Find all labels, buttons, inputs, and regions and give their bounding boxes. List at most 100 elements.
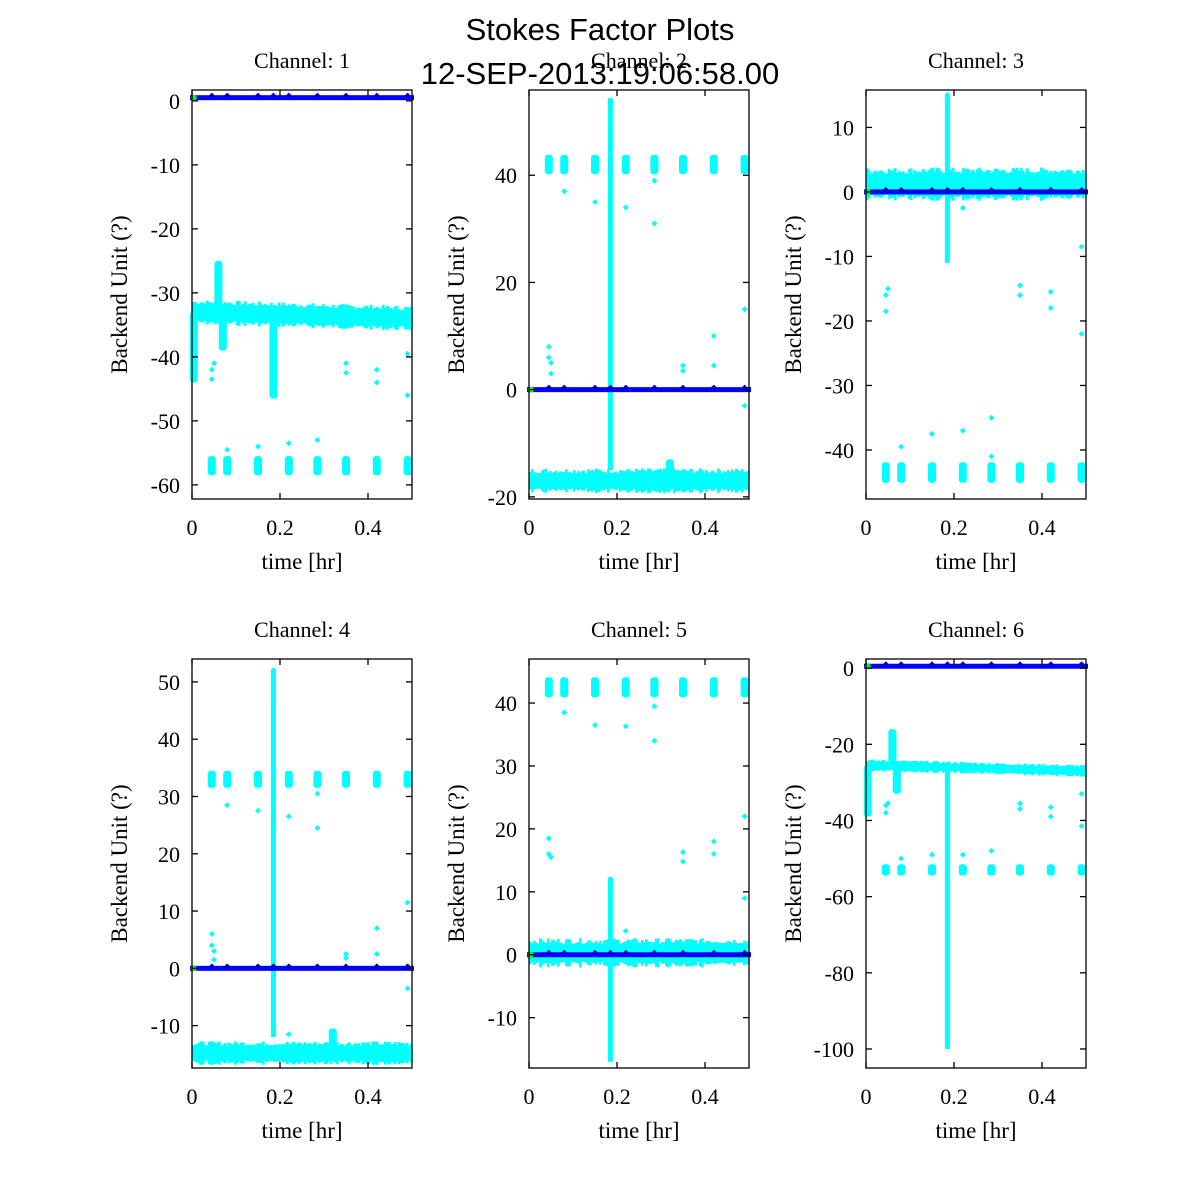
band-segment: [270, 1045, 273, 1062]
band-segment: [402, 309, 405, 327]
transient-bump: [665, 459, 674, 481]
band-segment: [617, 472, 620, 489]
band-segment: [226, 304, 229, 322]
band-segment: [673, 468, 676, 494]
band-segment: [322, 1044, 325, 1062]
secondary-series-line: [190, 95, 414, 101]
cluster: [1077, 864, 1086, 876]
y-tick-label: 40: [495, 163, 517, 188]
band-segment: [1084, 765, 1087, 777]
band-segment: [314, 306, 317, 325]
band-segment: [978, 764, 981, 773]
band-segment: [605, 472, 608, 489]
band-segment: [374, 307, 377, 327]
band-segment: [238, 1045, 241, 1062]
outlier-point: [373, 366, 380, 373]
band-segment: [747, 471, 750, 491]
outlier-point: [343, 369, 349, 376]
band-segment: [262, 305, 265, 323]
x-tick-label: 0.2: [603, 515, 631, 540]
band-segment: [1012, 167, 1015, 201]
band-segment: [1046, 765, 1049, 775]
band-segment: [300, 305, 303, 326]
band-segment: [958, 763, 961, 772]
band-segment: [378, 1044, 381, 1062]
band-segment: [248, 1045, 251, 1061]
secondary-series-point: [944, 186, 951, 193]
band-segment: [388, 1041, 391, 1065]
band-segment: [372, 309, 375, 326]
cluster: [650, 154, 659, 175]
outlier-point: [885, 800, 891, 807]
axes-frame: [528, 89, 750, 500]
band-segment: [918, 171, 921, 197]
band-segment: [994, 168, 997, 200]
transient-bump: [328, 1028, 337, 1054]
y-tick-label: 0: [169, 89, 180, 114]
outlier-point: [929, 851, 935, 858]
band-segment: [1072, 173, 1075, 196]
axes-frame: [191, 658, 413, 1069]
band-segment: [1040, 167, 1043, 201]
band-segment: [693, 472, 696, 489]
band-segment: [258, 301, 261, 327]
band-segment: [900, 760, 903, 772]
band-segment: [906, 761, 909, 771]
secondary-series-point: [545, 949, 552, 956]
cluster: [591, 677, 599, 698]
panels: 0 0.2 0.4 0 -10 -20 -30 -40 -50 -60 Channel: 1 time…: [107, 48, 1088, 1143]
band-segment: [1024, 173, 1027, 196]
x-tick-label: 0.2: [940, 515, 968, 540]
cluster: [560, 677, 569, 698]
band-segment: [966, 763, 969, 773]
band-segment: [1062, 170, 1065, 199]
band-segment: [288, 304, 291, 326]
outlier-point: [548, 854, 554, 861]
band-segment: [918, 762, 921, 772]
secondary-series-point: [255, 963, 261, 970]
y-tick-label: 0: [843, 180, 854, 205]
spike-point: [270, 682, 276, 688]
spike-point: [607, 876, 614, 882]
outlier-point: [651, 177, 658, 184]
outlier-point: [404, 899, 411, 906]
outlier-point: [1047, 804, 1054, 811]
band-segment: [603, 471, 606, 491]
band-segment: [739, 471, 742, 491]
subplot-2: 0 0.2 0.4 40 20 0 -20 Channel: 2 time [hr] Backen…: [444, 48, 751, 574]
plot-area: [863, 661, 1088, 1049]
band-segment: [272, 1045, 275, 1062]
band-segment: [368, 1042, 371, 1064]
band-segment: [567, 472, 570, 490]
band-segment: [398, 1042, 401, 1065]
band-segment: [1066, 764, 1069, 776]
cluster: [207, 456, 216, 476]
band-segment: [208, 1041, 211, 1065]
band-segment: [665, 469, 668, 492]
secondary-series-point: [622, 384, 629, 391]
band-segment: [976, 169, 979, 200]
band-segment: [1012, 764, 1015, 774]
band-segment: [882, 171, 885, 197]
band-segment: [228, 302, 231, 324]
outlier-point: [224, 446, 231, 453]
secondary-series-point: [561, 949, 568, 956]
band-segment: [380, 1044, 383, 1062]
band-segment: [886, 761, 889, 770]
cluster: [313, 456, 322, 476]
outlier-point: [680, 858, 686, 865]
secondary-series-point: [592, 384, 598, 391]
outlier-point: [710, 838, 717, 845]
band-segment: [396, 306, 399, 331]
spike-point: [607, 880, 614, 886]
band-segment: [888, 761, 891, 771]
cluster: [897, 462, 906, 483]
band-segment: [998, 763, 1001, 774]
band-segment: [1072, 765, 1075, 776]
band-segment: [962, 762, 965, 774]
band-segment: [872, 759, 875, 772]
band-segment: [579, 472, 582, 490]
secondary-series-point: [929, 186, 935, 193]
band-segment: [204, 304, 207, 321]
spike-point: [607, 883, 614, 890]
